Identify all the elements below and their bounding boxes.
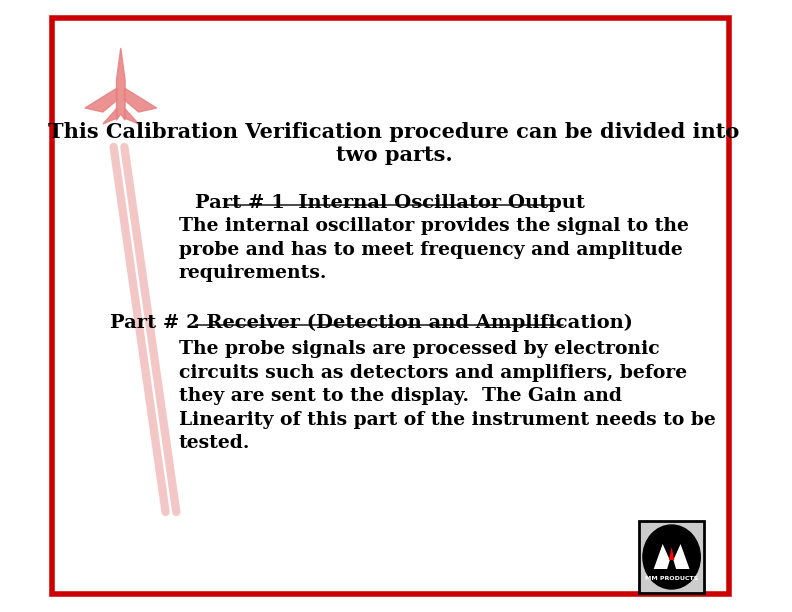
Text: MM PRODUCTS: MM PRODUCTS xyxy=(645,577,699,581)
Polygon shape xyxy=(673,544,690,569)
Text: Part # 1  Internal Oscillator Output: Part # 1 Internal Oscillator Output xyxy=(196,194,585,212)
Text: Part # 2 Receiver (Detection and Amplification): Part # 2 Receiver (Detection and Amplifi… xyxy=(110,314,633,332)
Text: The internal oscillator provides the signal to the
probe and has to meet frequen: The internal oscillator provides the sig… xyxy=(179,217,689,282)
Circle shape xyxy=(643,525,700,589)
Polygon shape xyxy=(669,547,674,560)
Polygon shape xyxy=(124,88,157,112)
Text: This Calibration Verification procedure can be divided into
two parts.: This Calibration Verification procedure … xyxy=(48,122,740,165)
FancyBboxPatch shape xyxy=(639,521,704,593)
Polygon shape xyxy=(124,108,139,124)
Polygon shape xyxy=(85,88,117,112)
Polygon shape xyxy=(116,48,125,120)
Polygon shape xyxy=(653,544,670,569)
Text: The probe signals are processed by electronic
circuits such as detectors and amp: The probe signals are processed by elect… xyxy=(179,340,716,452)
Polygon shape xyxy=(103,108,117,124)
